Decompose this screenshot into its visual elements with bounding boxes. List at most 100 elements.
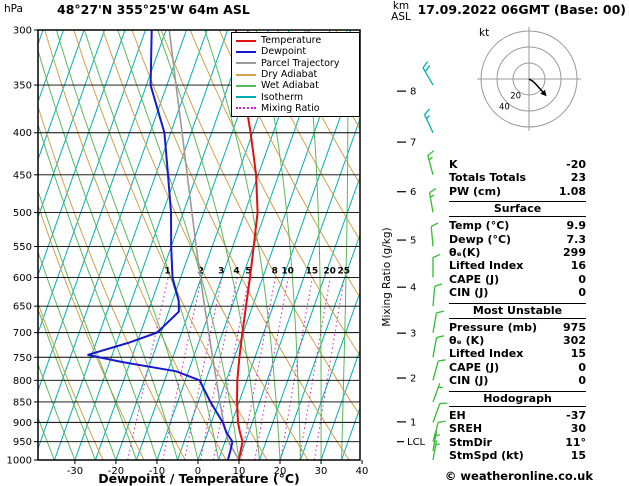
pressure-tick-label: 600	[13, 273, 32, 284]
panel-row-value: 0	[578, 360, 586, 374]
panel-row: PW (cm) 1.08	[449, 185, 586, 198]
wind-barb-staff	[432, 431, 438, 452]
mixing-ratio-value-label: 25	[338, 267, 351, 277]
panel-row: EH -37	[449, 409, 586, 422]
legend-item: Temperature	[236, 35, 355, 46]
wind-barb-flag	[436, 335, 445, 339]
mixing-ratio-value-label: 5	[245, 267, 251, 277]
pressure-tick-label: 550	[13, 242, 32, 253]
wind-barb	[423, 108, 434, 134]
panel-row-value: 11°	[565, 435, 586, 449]
mixing-ratio-value-label: 20	[323, 267, 336, 277]
temperature-curve	[234, 30, 259, 460]
panel-row-value: 1.08	[558, 184, 586, 198]
panel-row-value: -37	[566, 408, 586, 422]
wind-barb-flag	[424, 108, 431, 116]
hodograph-ring-label: 20	[510, 91, 521, 101]
panel-row-label: StmDir	[449, 435, 492, 449]
legend-swatch	[236, 73, 256, 76]
mixing-ratio-value-label: 4	[233, 267, 239, 277]
panel-row-value: 0	[578, 286, 586, 300]
km-tick-label: 8	[410, 87, 416, 98]
panel-row-value: 302	[563, 334, 586, 348]
isotherm-line	[53, 30, 208, 460]
datetime-title: 17.09.2022 06GMT (Base: 00)	[417, 2, 626, 17]
isotherm-line	[259, 175, 360, 460]
legend-item: Parcel Trajectory	[236, 58, 355, 69]
panel-row: CIN (J) 0	[449, 286, 586, 299]
wind-barb	[427, 150, 435, 175]
legend-label: Wet Adiabat	[261, 80, 319, 92]
panel-row-label: Dewp (°C)	[449, 232, 512, 246]
panel-row: CIN (J) 0	[449, 374, 586, 387]
mixing-ratio-axis-label: Mixing Ratio (g/kg)	[381, 227, 393, 327]
km-tick-label: 4	[410, 283, 416, 294]
pressure-tick-label: 700	[13, 328, 32, 339]
panel-row-label: θₑ (K)	[449, 334, 485, 348]
wet-adiabat-line	[362, 30, 382, 460]
panel-row: Lifted Index 15	[449, 347, 586, 360]
wind-barb-staff	[432, 312, 438, 333]
panel-row-value: 0	[578, 272, 586, 286]
pressure-tick-label: 400	[13, 128, 32, 139]
wind-barb	[432, 310, 445, 333]
hodograph-trace	[528, 78, 544, 93]
panel-row-label: Pressure (mb)	[449, 320, 537, 334]
mixing-ratio-value-label: 3	[218, 267, 224, 277]
wind-barb	[432, 359, 446, 381]
wind-barb-half-flag	[435, 434, 441, 437]
panel-section-title-surface: Surface	[449, 201, 586, 218]
wind-barb-flag	[430, 222, 439, 228]
copyright-text: © weatheronline.co.uk	[444, 469, 593, 483]
hodograph-trace-arrowhead	[540, 89, 547, 97]
panel-row-value: 15	[570, 448, 586, 462]
legend-swatch	[236, 39, 256, 42]
wind-barb	[432, 420, 446, 442]
temp-tick-label: 20	[274, 466, 287, 477]
legend-swatch	[236, 107, 256, 110]
panel-row: Dewp (°C) 7.3	[449, 233, 586, 246]
isotherm-line	[74, 30, 229, 460]
mixing-ratio-value-label: 2	[198, 267, 204, 277]
wind-barb-flag	[427, 150, 435, 157]
panel-row-label: θₑ(K)	[449, 246, 481, 260]
panel-row-label: CIN (J)	[449, 286, 489, 300]
mixing-ratio-value-label: 15	[306, 267, 319, 277]
panel-row: SREH 30	[449, 422, 586, 435]
legend-item: Mixing Ratio	[236, 103, 355, 114]
hodograph-ring	[480, 30, 578, 128]
mixing-ratio-line	[280, 277, 313, 460]
mixing-ratio-line	[313, 277, 345, 460]
pressure-tick-label: 450	[13, 170, 32, 181]
wind-barb-flag	[438, 420, 446, 424]
isotherm-line	[238, 117, 360, 460]
wind-barb	[432, 283, 443, 307]
panel-row-value: -20	[566, 158, 586, 171]
isotherm-line	[38, 30, 146, 335]
panel-row-value: 15	[570, 347, 586, 361]
panel-row: Lifted Index 16	[449, 259, 586, 272]
legend-label: Dry Adiabat	[261, 69, 318, 81]
pressure-tick-label: 1000	[7, 456, 32, 467]
panel-row-label: SREH	[449, 422, 483, 436]
legend: Temperature Dewpoint Parcel Trajectory D…	[231, 32, 360, 118]
panel-row: StmDir 11°	[449, 436, 586, 449]
wind-barb	[432, 440, 441, 461]
wind-barb-half-flag	[435, 443, 441, 446]
wet-adiabat-line	[38, 122, 158, 460]
km-tick-label: 5	[410, 236, 416, 247]
panel-row-value: 23	[570, 171, 586, 185]
temp-tick-label: 40	[356, 466, 369, 477]
panel-row-label: K	[449, 158, 458, 171]
panel-row-label: CAPE (J)	[449, 360, 500, 374]
wind-barb-staff	[427, 155, 434, 175]
legend-label: Temperature	[261, 35, 322, 47]
panel-row-label: Lifted Index	[449, 259, 524, 273]
temp-tick-label: 0	[195, 466, 201, 477]
panel-row: Totals Totals 23	[449, 171, 586, 184]
panel-row: θₑ (K) 302	[449, 334, 586, 347]
wind-barb-staff	[423, 114, 434, 134]
legend-item: Wet Adiabat	[236, 80, 355, 91]
panel-row-label: EH	[449, 408, 466, 422]
wind-barb-staff	[432, 337, 438, 358]
